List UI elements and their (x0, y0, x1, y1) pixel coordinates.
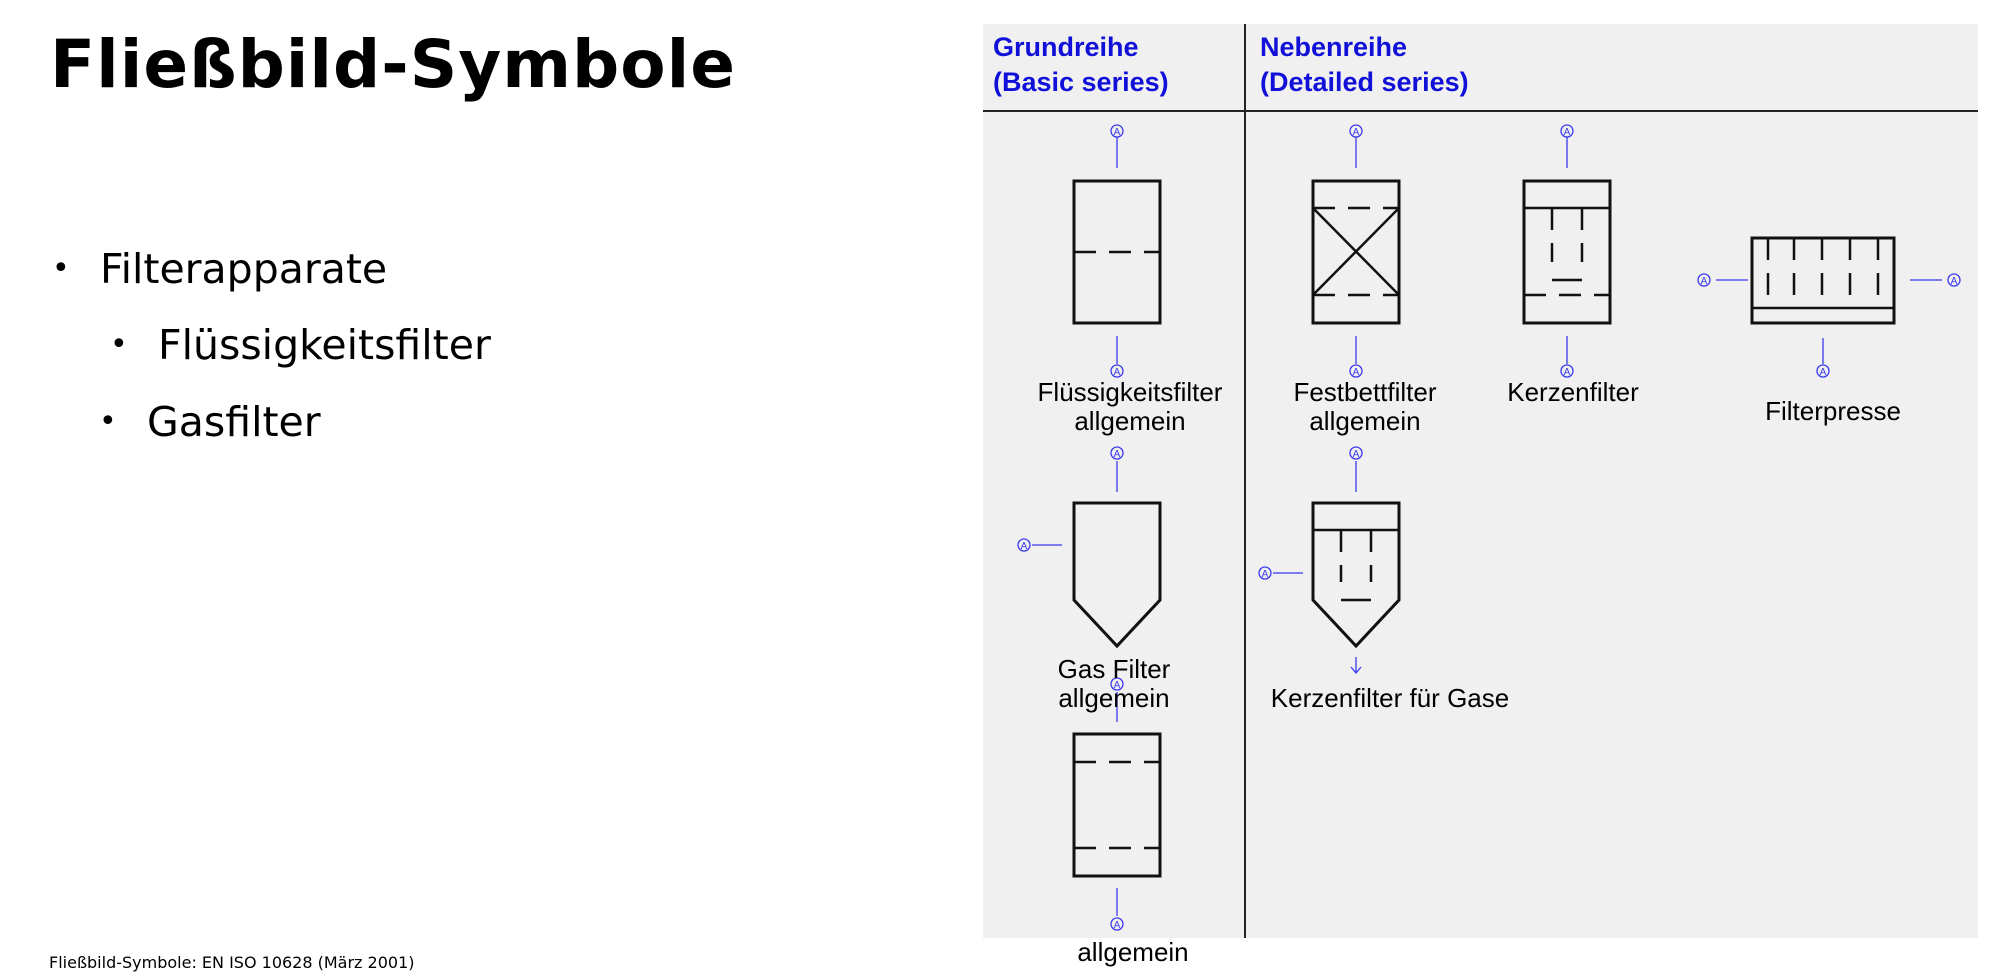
hopper-line (1312, 599, 1357, 647)
bullet-text: Gasfilter (147, 398, 321, 446)
bullet-item: • Filterapparate (52, 244, 388, 294)
connector-marker-icon (1110, 917, 1124, 931)
hopper-line (1355, 599, 1400, 647)
connector-marker-icon (1349, 364, 1363, 378)
label-filterpresse: Filterpresse (1765, 396, 1901, 426)
connector-marker-label: A (1021, 541, 1028, 552)
bullet-dot-icon: • (99, 404, 117, 439)
connector-marker-label: A (1114, 680, 1121, 691)
hopper-line (1116, 599, 1161, 647)
hopper-line (1073, 599, 1118, 647)
bullet-text: Filterapparate (100, 245, 388, 293)
connector-marker-icon (1816, 364, 1830, 378)
label-gasfilter: Gas Filter allgemein (1057, 654, 1171, 713)
connector-marker-label: A (1353, 367, 1360, 378)
connector-marker-icon (1697, 273, 1711, 287)
label-fluessigkeitsfilter: Flüssigkeitsfilter allgemein (1037, 377, 1223, 436)
connector-marker-icon (1017, 538, 1031, 552)
connector-marker-icon (1349, 124, 1363, 138)
label-festbettfilter: Festbettfilter allgemein (1293, 377, 1437, 436)
header-divider (983, 110, 1978, 112)
connector-marker-icon (1110, 677, 1124, 691)
connector-marker-icon (1110, 446, 1124, 460)
label-kerzenfilter-gase: Kerzenfilter für Gase (1270, 683, 1510, 713)
connector-marker-icon (1349, 446, 1363, 460)
connector-marker-label: A (1564, 127, 1571, 138)
connector-marker-icon (1560, 124, 1574, 138)
page-title: Fließbild-Symbole (50, 26, 736, 103)
connector-marker-icon (1110, 364, 1124, 378)
candle-gas-filter-symbol (1311, 501, 1401, 649)
source-footnote: Fließbild-Symbole: EN ISO 10628 (März 20… (49, 953, 415, 972)
candle-filter-symbol (1522, 179, 1612, 325)
connector-marker-label: A (1114, 127, 1121, 138)
connector-marker-label: A (1262, 569, 1269, 580)
bullet-item: • Gasfilter (99, 397, 321, 447)
bullet-item: • Flüssigkeitsfilter (110, 320, 491, 370)
connector-marker-icon (1560, 364, 1574, 378)
label-kerzenfilter: Kerzenfilter (1507, 377, 1639, 407)
symbol-table (983, 24, 1978, 938)
connector-marker-label: A (1564, 367, 1571, 378)
label-filter-allgemein: allgemein (1077, 937, 1189, 967)
column-divider (1244, 24, 1246, 938)
bullet-text: Flüssigkeitsfilter (158, 321, 491, 369)
bullet-dot-icon: • (52, 251, 70, 286)
connector-marker-icon (1258, 566, 1272, 580)
bed-diagonal-line (1312, 207, 1400, 296)
header-detailed-series: Nebenreihe (Detailed series) (1260, 32, 1469, 97)
connector-marker-label: A (1820, 367, 1827, 378)
connector-marker-label: A (1353, 449, 1360, 460)
connector-marker-icon (1110, 124, 1124, 138)
connector-marker-icon (1947, 273, 1961, 287)
connector-marker-label: A (1701, 276, 1708, 287)
gas-filter-symbol (1072, 501, 1162, 649)
connector-marker-label: A (1353, 127, 1360, 138)
header-basic-series: Grundreihe (Basic series) (993, 32, 1169, 97)
outlet-arrow-icon (1350, 657, 1362, 675)
connector-marker-label: A (1951, 276, 1958, 287)
filter-general-symbol (1072, 732, 1162, 878)
bullet-dot-icon: • (110, 327, 128, 362)
connector-marker-label: A (1114, 449, 1121, 460)
connector-marker-label: A (1114, 367, 1121, 378)
fixed-bed-filter-symbol (1311, 179, 1401, 325)
connector-marker-label: A (1114, 920, 1121, 931)
